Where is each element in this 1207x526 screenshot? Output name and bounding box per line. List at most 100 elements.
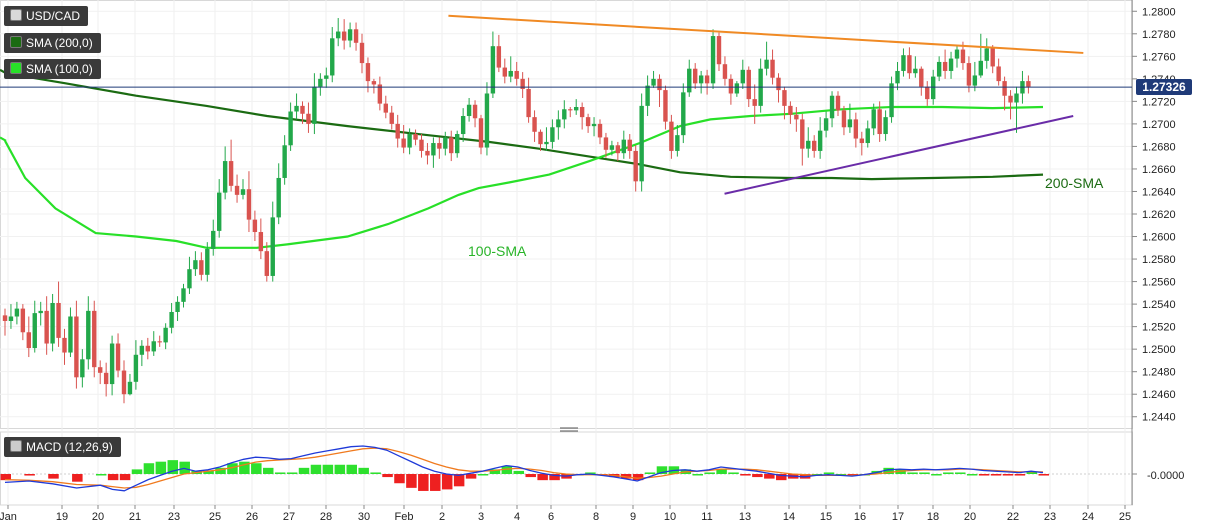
candle-body bbox=[371, 81, 377, 85]
candle-body bbox=[526, 88, 531, 118]
price-tick-label: 1.2700 bbox=[1142, 119, 1176, 131]
candle-body bbox=[859, 138, 864, 144]
macd-histogram-bar bbox=[978, 474, 990, 476]
macd-histogram-bar bbox=[966, 474, 978, 476]
candle-body bbox=[550, 127, 555, 142]
candle-body bbox=[734, 83, 740, 94]
candle-body bbox=[163, 327, 168, 343]
candle-body bbox=[455, 134, 460, 154]
sma-100-legend[interactable]: SMA (100,0) bbox=[4, 59, 101, 79]
candle-body bbox=[841, 110, 847, 128]
price-tick-label: 1.2620 bbox=[1142, 209, 1176, 221]
time-tick-label: 25 bbox=[1119, 511, 1131, 523]
resistance-trendline bbox=[448, 14, 1084, 54]
macd-histogram-bar bbox=[322, 464, 334, 474]
candle-body bbox=[966, 63, 972, 86]
candle-body bbox=[984, 48, 989, 61]
macd-histogram-bar bbox=[764, 474, 775, 479]
chart-grid bbox=[0, 0, 1133, 506]
candle-body bbox=[431, 143, 436, 156]
macd-histogram-bar bbox=[883, 467, 894, 474]
candle-body bbox=[270, 217, 275, 276]
macd-histogram-bar bbox=[776, 474, 787, 481]
time-tick-label: 13 bbox=[739, 511, 751, 523]
price-tick-label: 1.2600 bbox=[1142, 232, 1176, 244]
candle-body bbox=[401, 138, 406, 148]
candle-body bbox=[502, 67, 507, 77]
candle-body bbox=[591, 123, 597, 127]
candle-body bbox=[538, 131, 543, 145]
price-tick-label: 1.2720 bbox=[1142, 96, 1176, 108]
macd-histogram-bar bbox=[465, 474, 477, 479]
candle-body bbox=[740, 69, 745, 84]
macd-histogram-bar bbox=[131, 469, 143, 474]
candle-body bbox=[217, 192, 222, 231]
macd-histogram-bar bbox=[24, 474, 35, 476]
price-tick-label: 1.2440 bbox=[1142, 412, 1176, 424]
candle-body bbox=[145, 345, 150, 352]
candle-body bbox=[1026, 81, 1031, 87]
sma-200-legend[interactable]: SMA (200,0) bbox=[4, 33, 101, 53]
candle-body bbox=[877, 109, 882, 135]
candle-body bbox=[788, 105, 793, 115]
candle-body bbox=[288, 111, 293, 146]
symbol-legend[interactable]: USD/CAD bbox=[4, 6, 89, 26]
candle-body bbox=[847, 119, 853, 128]
price-tick-label: 1.2680 bbox=[1142, 141, 1176, 153]
macd-legend[interactable]: MACD (12,26,9) bbox=[4, 437, 121, 457]
candle-body bbox=[698, 75, 704, 84]
candle-body bbox=[44, 310, 49, 344]
candle-body bbox=[205, 248, 210, 275]
macd-histogram-bar bbox=[48, 474, 59, 479]
candle-body bbox=[276, 177, 281, 218]
candle-body bbox=[948, 58, 954, 71]
time-tick-label: 9 bbox=[630, 511, 636, 523]
candle-body bbox=[829, 95, 835, 119]
price-tick-label: 1.2520 bbox=[1142, 322, 1176, 334]
candle-body bbox=[794, 114, 799, 120]
candle-body bbox=[931, 76, 936, 100]
candle-body bbox=[14, 308, 20, 317]
trendlines-layer bbox=[448, 14, 1084, 195]
macd-histogram-bar bbox=[943, 472, 954, 474]
candle-body bbox=[407, 134, 412, 148]
macd-histogram-bar bbox=[954, 472, 966, 474]
macd-histogram-bar bbox=[931, 474, 942, 476]
candle-body bbox=[770, 59, 775, 78]
sma-100-line-start bbox=[0, 136, 7, 142]
time-tick-label: 10 bbox=[664, 511, 676, 523]
candle-body bbox=[990, 48, 995, 67]
macd-histogram-bar bbox=[370, 472, 381, 474]
candle-body bbox=[80, 359, 85, 378]
candle-body bbox=[258, 232, 264, 252]
candle-body bbox=[627, 139, 632, 151]
candle-body bbox=[812, 140, 817, 151]
candle-body bbox=[562, 109, 567, 120]
time-tick-label: 26 bbox=[246, 511, 258, 523]
candle-body bbox=[942, 61, 948, 71]
candle-body bbox=[443, 137, 448, 149]
macd-histogram-bar bbox=[441, 474, 453, 490]
candle-body bbox=[919, 68, 924, 87]
macd-histogram-bar bbox=[537, 474, 548, 481]
candle-body bbox=[675, 135, 680, 151]
candle-body bbox=[806, 140, 811, 149]
candle-body bbox=[615, 145, 621, 154]
candle-body bbox=[246, 189, 252, 220]
candle-body bbox=[823, 118, 829, 131]
candle-body bbox=[574, 107, 579, 111]
candle-body bbox=[121, 370, 127, 395]
macd-histogram-bar bbox=[167, 460, 179, 474]
macd-histogram-bar bbox=[752, 474, 763, 478]
candle-body bbox=[651, 78, 656, 86]
candle-body bbox=[913, 68, 918, 74]
macd-histogram-bar bbox=[549, 474, 560, 481]
candle-body bbox=[8, 316, 14, 321]
macd-histogram-bar bbox=[430, 474, 441, 491]
time-tick-label: Feb bbox=[395, 511, 414, 523]
macd-histogram-bar bbox=[358, 467, 369, 474]
candle-body bbox=[103, 372, 109, 385]
macd-histogram-bar bbox=[1014, 474, 1026, 476]
candle-body bbox=[127, 381, 133, 395]
candle-body bbox=[544, 141, 549, 145]
